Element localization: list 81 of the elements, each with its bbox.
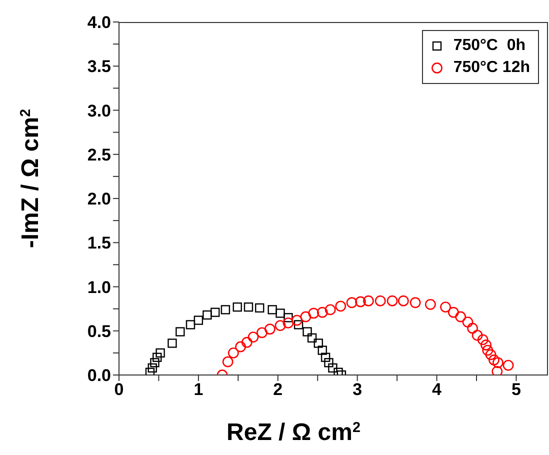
point: [300, 311, 312, 322]
point: [282, 317, 294, 328]
point: [148, 363, 157, 373]
point: [314, 338, 324, 348]
y-tick-label: 2.5: [87, 145, 111, 164]
point: [294, 320, 304, 330]
point: [324, 358, 334, 368]
point: [410, 297, 421, 308]
point: [318, 346, 327, 355]
point: [448, 306, 459, 318]
point: [316, 306, 328, 318]
point: [202, 310, 212, 320]
point: [485, 349, 496, 360]
point: [374, 295, 386, 306]
point: [324, 304, 336, 316]
point: [467, 322, 478, 334]
point: [176, 327, 185, 336]
y-tick-label: 3.0: [87, 101, 111, 120]
x-tick-label: 0: [114, 380, 124, 400]
point: [346, 297, 358, 308]
point: [355, 296, 366, 308]
point: [241, 336, 252, 348]
y-tick-label: 3.5: [87, 57, 111, 76]
point: [424, 298, 436, 310]
legend-label: 750°C 12h: [453, 58, 530, 78]
point: [328, 363, 338, 373]
x-tick-label: 4: [432, 380, 442, 400]
point: [145, 368, 155, 375]
point: [220, 305, 230, 314]
point: [502, 360, 514, 371]
x-tick-label: 5: [511, 380, 521, 400]
point: [274, 320, 286, 332]
point: [363, 295, 374, 306]
point: [244, 302, 254, 312]
point: [480, 340, 492, 350]
y-tick-label: 1.5: [87, 234, 111, 253]
point: [156, 348, 165, 358]
point: [194, 316, 204, 325]
point: [284, 313, 293, 322]
point: [232, 302, 242, 312]
point: [292, 314, 302, 326]
point: [268, 305, 277, 314]
point: [307, 333, 317, 343]
point: [302, 327, 312, 336]
point: [186, 320, 196, 330]
point: [276, 308, 285, 318]
y-tick-label: 1.0: [87, 278, 111, 297]
point: [222, 356, 234, 368]
x-axis-title: ReZ / Ω cm$^{2}$: [226, 419, 360, 446]
point: [335, 300, 346, 312]
point: [472, 330, 483, 341]
point: [477, 334, 488, 346]
point: [398, 295, 409, 306]
point: [320, 352, 330, 362]
point: [440, 302, 451, 312]
point: [488, 354, 500, 366]
point: [210, 308, 220, 317]
point: [492, 366, 503, 375]
point: [228, 347, 239, 358]
point: [455, 311, 466, 322]
point: [150, 358, 160, 368]
point: [256, 327, 268, 338]
point: [462, 316, 474, 328]
point: [492, 357, 504, 368]
y-tick-label: 0.0: [87, 366, 111, 386]
y-tick-label: 0.5: [87, 322, 111, 341]
point: [255, 303, 264, 313]
x-tick-label: 3: [352, 380, 362, 400]
y-tick-label: 2.0: [87, 190, 111, 209]
point: [152, 352, 162, 362]
point: [248, 332, 259, 342]
y-tick-label: 4.0: [87, 13, 111, 32]
x-tick-label: 1: [194, 380, 204, 400]
point: [264, 324, 276, 335]
point: [482, 344, 494, 356]
legend-label: 750°C 0h: [453, 36, 526, 56]
point: [168, 338, 177, 348]
point: [308, 308, 320, 319]
x-tick-label: 2: [273, 380, 283, 400]
point: [235, 341, 246, 352]
point: [386, 295, 398, 306]
